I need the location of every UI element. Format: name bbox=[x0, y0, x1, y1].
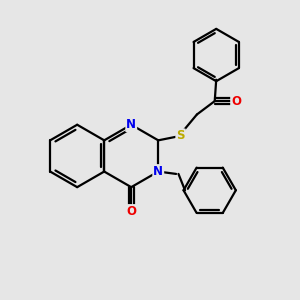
Text: O: O bbox=[126, 205, 136, 218]
Text: N: N bbox=[126, 118, 136, 131]
Text: O: O bbox=[231, 94, 241, 108]
Text: N: N bbox=[153, 165, 163, 178]
Text: S: S bbox=[176, 129, 185, 142]
